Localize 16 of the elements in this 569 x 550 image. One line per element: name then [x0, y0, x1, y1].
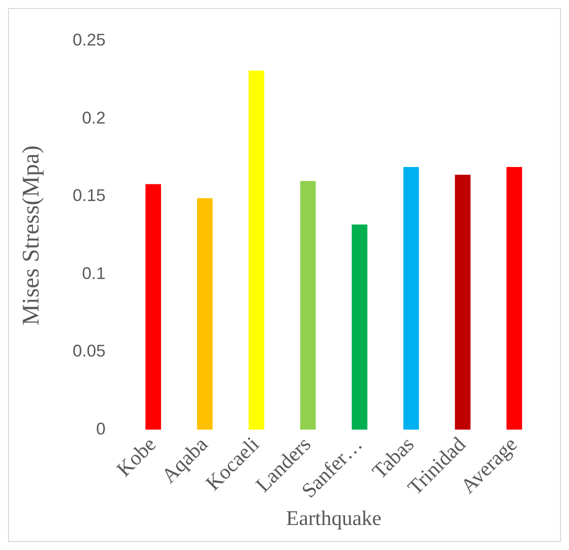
bar: [300, 181, 316, 430]
y-tick-label: 0.25: [72, 30, 106, 50]
y-axis-title: Mises Stress(Mpa): [18, 145, 45, 326]
y-tick-label: 0.2: [82, 108, 106, 128]
bar: [352, 224, 368, 430]
bar: [248, 70, 264, 430]
y-tick-label: 0: [96, 419, 106, 438]
bar: [145, 184, 162, 430]
y-tick-label: 0.1: [82, 264, 106, 283]
bar: [403, 167, 419, 430]
bar: [197, 198, 213, 430]
x-axis-title: Earthquake: [286, 506, 382, 530]
y-tick-label: 0.05: [72, 342, 106, 361]
bar: [506, 167, 522, 430]
bar: [454, 174, 471, 430]
y-tick-label: 0.15: [72, 186, 106, 206]
